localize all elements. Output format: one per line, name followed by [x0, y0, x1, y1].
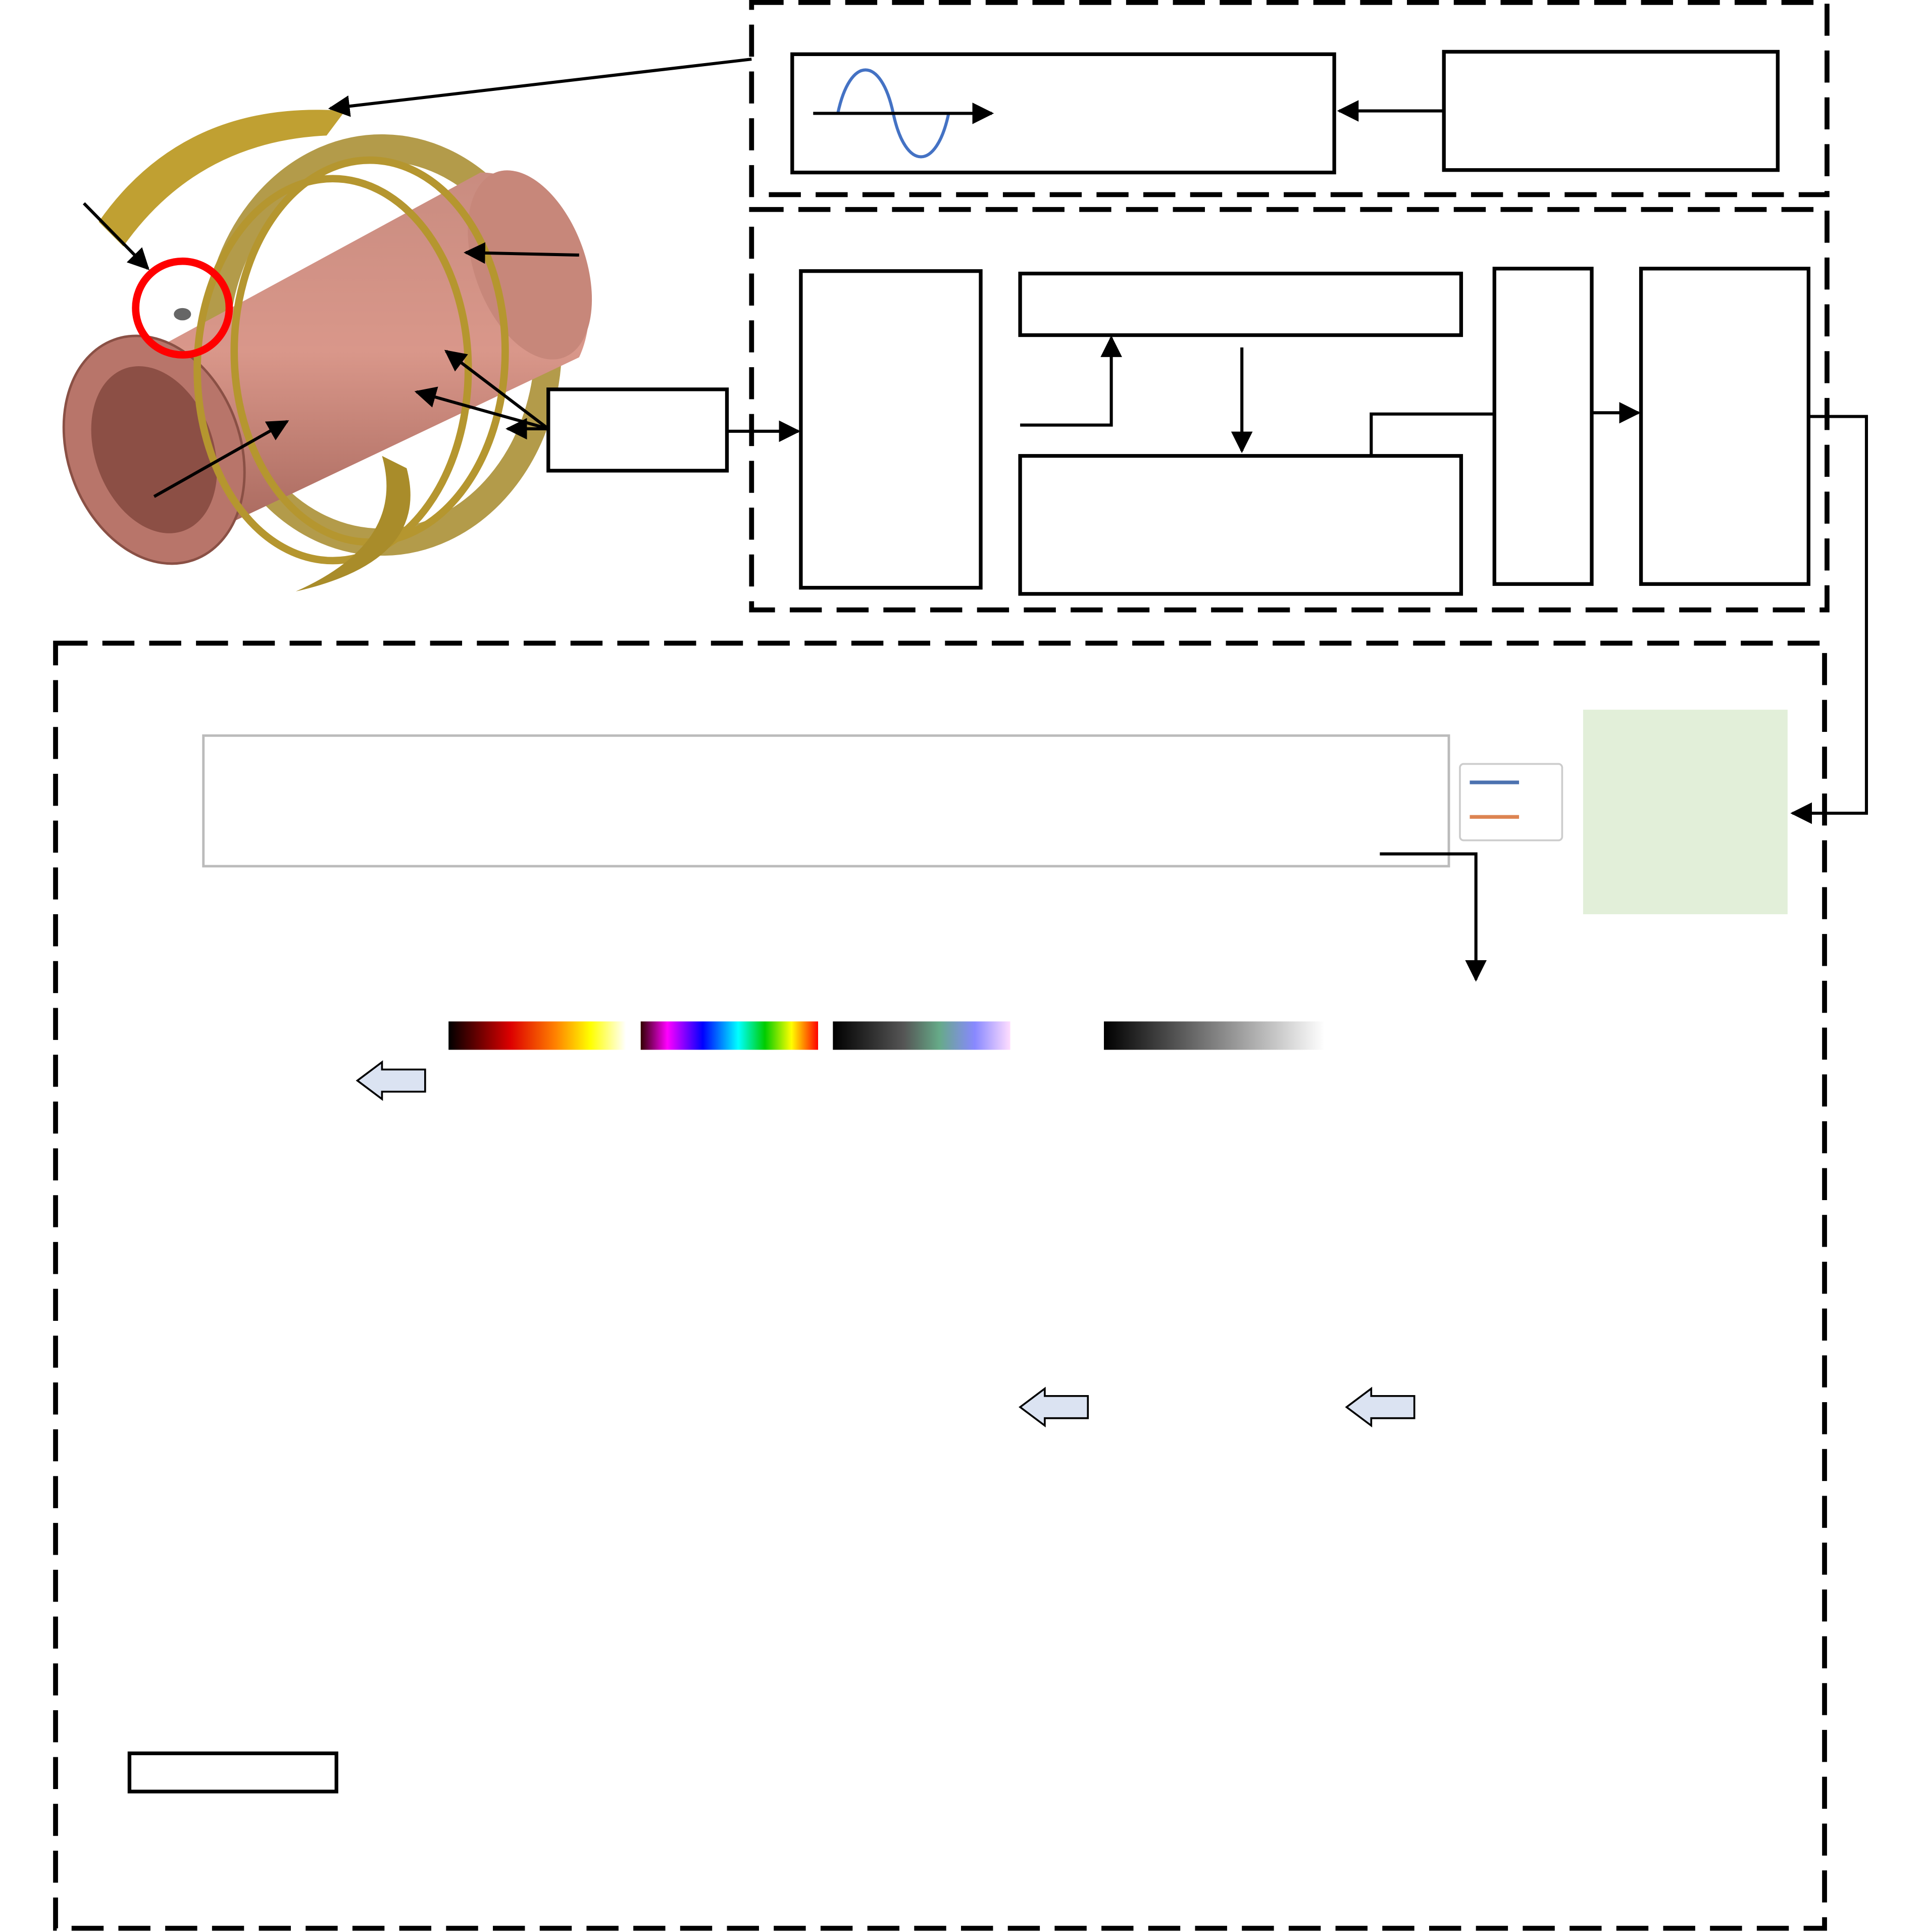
flow-arrow [356, 1060, 426, 1101]
dashed-frame [749, 207, 1830, 613]
block [1639, 267, 1810, 586]
arrow [82, 202, 149, 270]
block [127, 1751, 338, 1794]
arrow [1020, 335, 1122, 427]
arrow [1380, 852, 1487, 982]
coil-figure [62, 110, 592, 591]
legend [1459, 763, 1563, 841]
colorbar [1103, 1021, 1325, 1050]
arrow [444, 350, 549, 430]
colorbar [833, 1021, 1010, 1050]
connector [1370, 412, 1495, 456]
block [1018, 271, 1463, 337]
colorbar [448, 1021, 626, 1050]
arrow [328, 58, 752, 117]
flow-arrow [1345, 1386, 1415, 1428]
block [1583, 710, 1788, 915]
dashed-frame [53, 640, 1827, 1931]
arrow [464, 242, 579, 264]
block [1442, 49, 1780, 172]
block [1492, 267, 1594, 586]
plot-frame [202, 734, 1450, 868]
colorbar [640, 1021, 819, 1050]
arrow [153, 420, 289, 498]
block [799, 269, 983, 590]
arrow [1790, 415, 1868, 824]
flow-arrow [1019, 1386, 1089, 1428]
detection-coil-box [546, 387, 729, 473]
dashed-frame [749, 0, 1830, 197]
block [1018, 454, 1463, 596]
